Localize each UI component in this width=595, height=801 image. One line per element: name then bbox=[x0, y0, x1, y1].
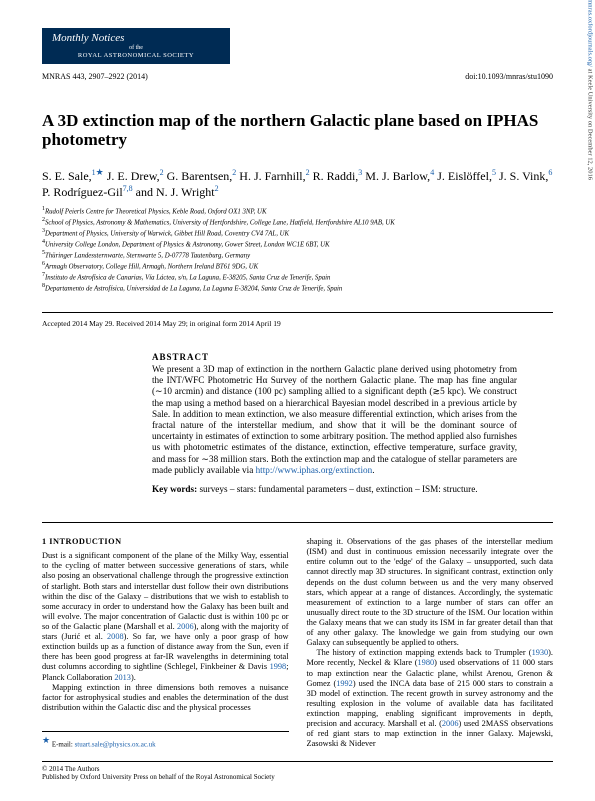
article-title: A 3D extinction map of the northern Gala… bbox=[42, 111, 553, 150]
keywords: Key words: surveys – stars: fundamental … bbox=[152, 484, 517, 494]
corresponding-email[interactable]: stuart.sale@physics.ox.ac.uk bbox=[75, 740, 156, 748]
citation-info: MNRAS 443, 2907–2922 (2014) bbox=[42, 72, 148, 81]
banner-ofthe: of the bbox=[52, 45, 220, 52]
column-right: shaping it. Observations of the gas phas… bbox=[307, 537, 554, 749]
ref-sfd-1998[interactable]: 1998 bbox=[270, 662, 287, 671]
abstract-block: ABSTRACT We present a 3D map of extincti… bbox=[152, 352, 517, 494]
footnote: ★ E-mail: stuart.sale@physics.ox.ac.uk bbox=[42, 731, 289, 749]
doi-info: doi:10.1093/mnras/stu1090 bbox=[465, 72, 553, 81]
author-list: S. E. Sale,1★ J. E. Drew,2 G. Barentsen,… bbox=[42, 166, 553, 200]
ref-marshall-2006[interactable]: 2006 bbox=[177, 622, 194, 631]
section-heading-intro: 1 INTRODUCTION bbox=[42, 537, 289, 547]
download-sidetext: Downloaded from http://mnras.oxfordjourn… bbox=[586, 0, 593, 180]
ref-trumpler-1930[interactable]: 1930 bbox=[532, 648, 549, 657]
body-columns: 1 INTRODUCTION Dust is a significant com… bbox=[42, 522, 553, 749]
intro-p1: Dust is a significant component of the p… bbox=[42, 551, 289, 682]
banner-society: ROYAL ASTRONOMICAL SOCIETY bbox=[52, 52, 220, 59]
article-dates: Accepted 2014 May 29. Received 2014 May … bbox=[42, 312, 553, 328]
ref-neckel-1980[interactable]: 1980 bbox=[418, 658, 435, 667]
ref-juric-2008[interactable]: 2008 bbox=[107, 632, 124, 641]
ref-marshall-2006b[interactable]: 2006 bbox=[442, 719, 459, 728]
abstract-heading: ABSTRACT bbox=[152, 352, 517, 362]
journal-banner: Monthly Notices of the ROYAL ASTRONOMICA… bbox=[42, 28, 230, 64]
pubinfo-row: MNRAS 443, 2907–2922 (2014) doi:10.1093/… bbox=[42, 72, 553, 85]
ref-planck-2013[interactable]: 2013 bbox=[114, 673, 131, 682]
col2-p2: The history of extinction mapping extend… bbox=[307, 648, 554, 749]
banner-title: Monthly Notices bbox=[52, 32, 220, 44]
copyright-line: © 2014 The Authors bbox=[42, 765, 553, 773]
affiliations: 1Rudolf Peierls Centre for Theoretical P… bbox=[42, 206, 553, 294]
publisher-line: Published by Oxford University Press on … bbox=[42, 773, 553, 781]
abstract-link[interactable]: http://www.iphas.org/extinction bbox=[256, 465, 373, 475]
abstract-text: We present a 3D map of extinction in the… bbox=[152, 364, 517, 476]
column-left: 1 INTRODUCTION Dust is a significant com… bbox=[42, 537, 289, 749]
ref-arenou-1992[interactable]: 1992 bbox=[336, 679, 353, 688]
page-footer: © 2014 The Authors Published by Oxford U… bbox=[42, 761, 553, 781]
sidetext-link[interactable]: http://mnras.oxfordjournals.org/ bbox=[586, 0, 593, 67]
col2-p1: shaping it. Observations of the gas phas… bbox=[307, 537, 554, 648]
intro-p2: Mapping extinction in three dimensions b… bbox=[42, 683, 289, 713]
